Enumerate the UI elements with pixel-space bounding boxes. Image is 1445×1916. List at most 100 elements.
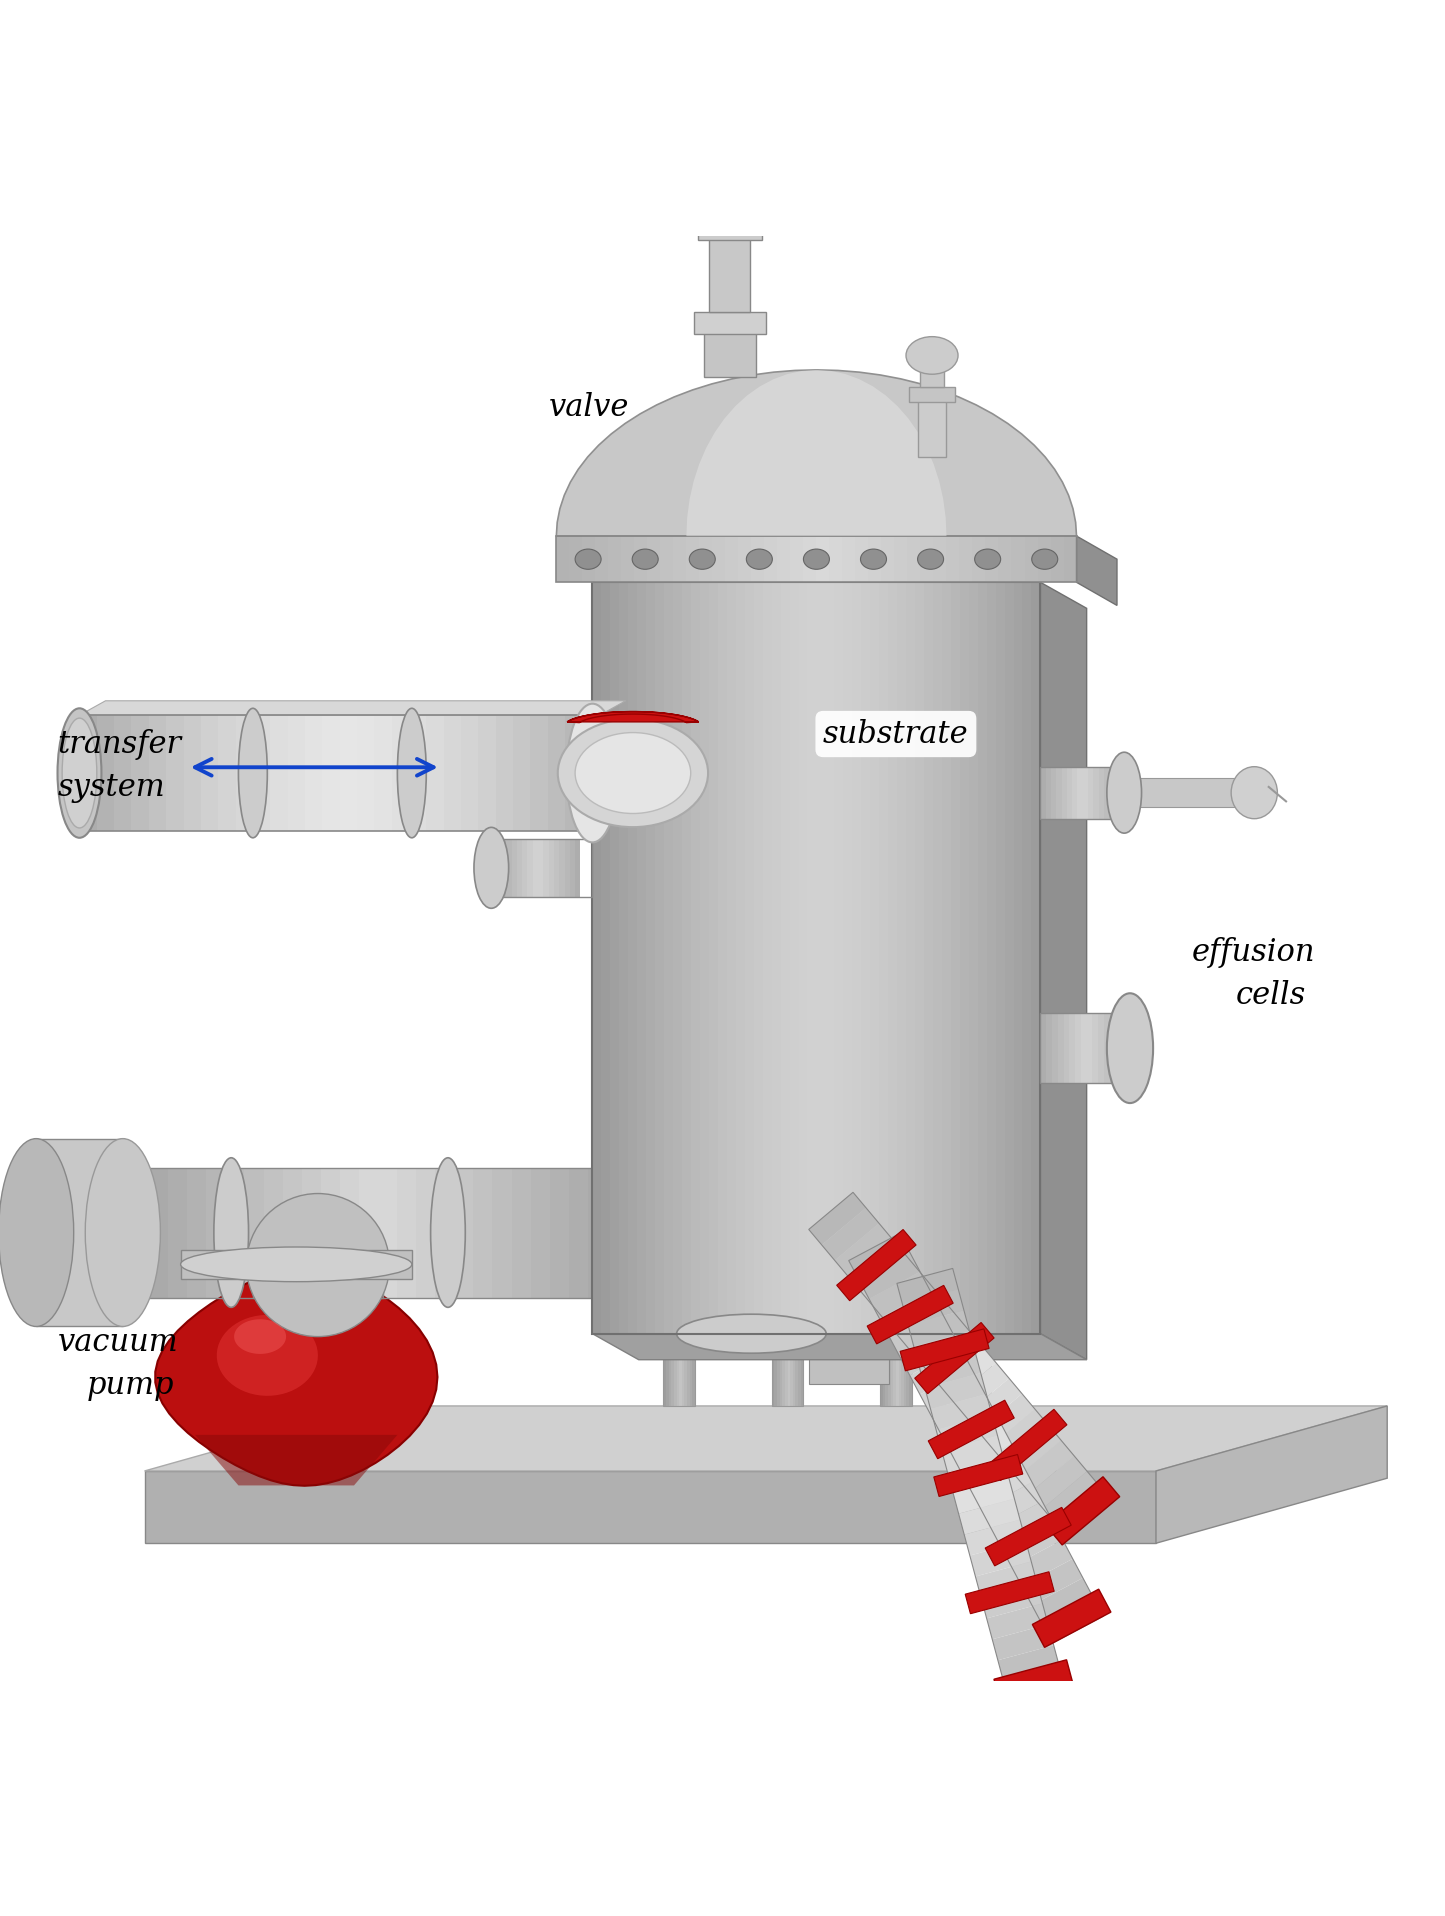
Bar: [376, 1249, 383, 1297]
Bar: [1104, 1014, 1110, 1083]
Polygon shape: [809, 1192, 866, 1245]
Bar: [340, 715, 357, 832]
Polygon shape: [724, 987, 777, 1000]
Bar: [149, 715, 166, 832]
Bar: [746, 1167, 751, 1334]
Bar: [686, 536, 699, 582]
Text: valve: valve: [549, 393, 630, 423]
Bar: [647, 536, 660, 582]
Bar: [790, 1167, 796, 1334]
Polygon shape: [970, 1540, 1032, 1577]
Bar: [709, 232, 750, 312]
Bar: [1114, 766, 1120, 818]
Bar: [660, 536, 673, 582]
Polygon shape: [961, 1445, 1022, 1491]
Bar: [582, 536, 595, 582]
Bar: [1092, 1014, 1098, 1083]
Polygon shape: [838, 1025, 890, 1038]
Text: system: system: [58, 772, 165, 803]
Polygon shape: [1040, 582, 1087, 1360]
Bar: [364, 1249, 370, 1297]
Bar: [920, 356, 944, 387]
Bar: [673, 536, 686, 582]
Polygon shape: [592, 1334, 1087, 1360]
Bar: [757, 1167, 764, 1334]
Bar: [905, 1334, 906, 1406]
Bar: [676, 1334, 679, 1406]
Bar: [646, 582, 655, 1334]
Bar: [705, 1167, 712, 1334]
Polygon shape: [144, 1471, 1156, 1542]
Polygon shape: [840, 1000, 886, 1014]
Bar: [530, 715, 548, 832]
Polygon shape: [915, 1322, 994, 1393]
Polygon shape: [1042, 1598, 1104, 1644]
Polygon shape: [851, 822, 857, 835]
Polygon shape: [832, 1115, 905, 1127]
Bar: [777, 1334, 780, 1406]
Polygon shape: [951, 1426, 1012, 1471]
Polygon shape: [841, 975, 881, 987]
Bar: [699, 582, 709, 1334]
Bar: [1046, 766, 1051, 818]
Bar: [825, 582, 834, 1334]
Polygon shape: [756, 809, 760, 822]
Polygon shape: [978, 1393, 1035, 1447]
Polygon shape: [887, 1286, 944, 1337]
Bar: [686, 1167, 816, 1334]
Bar: [553, 839, 559, 897]
Bar: [548, 715, 565, 832]
Ellipse shape: [0, 1138, 74, 1326]
Polygon shape: [682, 1228, 801, 1242]
Ellipse shape: [906, 337, 958, 374]
Polygon shape: [848, 860, 863, 874]
Bar: [801, 1334, 803, 1406]
Bar: [1058, 1014, 1064, 1083]
Polygon shape: [711, 1063, 785, 1077]
Bar: [236, 715, 253, 832]
Bar: [933, 536, 946, 582]
Polygon shape: [837, 1038, 892, 1050]
Bar: [981, 1334, 983, 1406]
Bar: [538, 839, 543, 897]
Bar: [114, 715, 131, 832]
Bar: [809, 1167, 816, 1334]
Polygon shape: [858, 1253, 920, 1299]
Bar: [610, 582, 620, 1334]
Bar: [565, 715, 582, 832]
Bar: [789, 582, 799, 1334]
Bar: [764, 536, 777, 582]
Bar: [663, 1334, 666, 1406]
Bar: [1098, 766, 1104, 818]
Polygon shape: [686, 370, 946, 536]
Bar: [909, 1334, 912, 1406]
Bar: [588, 1167, 607, 1297]
Polygon shape: [234, 1320, 286, 1355]
Bar: [340, 1167, 358, 1297]
Ellipse shape: [431, 1157, 465, 1307]
Polygon shape: [825, 1217, 920, 1228]
Bar: [915, 582, 923, 1334]
Bar: [1094, 766, 1098, 818]
Bar: [478, 715, 496, 832]
Polygon shape: [704, 1102, 789, 1115]
Bar: [754, 582, 763, 1334]
Bar: [780, 582, 789, 1334]
Polygon shape: [834, 1088, 900, 1102]
Bar: [201, 715, 218, 832]
Bar: [620, 582, 629, 1334]
Bar: [130, 1167, 149, 1297]
Bar: [736, 582, 744, 1334]
Bar: [1088, 766, 1094, 818]
Bar: [779, 1334, 782, 1406]
Bar: [996, 582, 1004, 1334]
Bar: [655, 582, 665, 1334]
Polygon shape: [824, 1242, 925, 1255]
Bar: [1087, 1014, 1092, 1083]
Polygon shape: [897, 1268, 958, 1305]
Bar: [225, 1167, 244, 1297]
Polygon shape: [900, 1330, 990, 1370]
Polygon shape: [1030, 1456, 1087, 1508]
Polygon shape: [991, 1410, 1048, 1462]
Bar: [435, 1167, 454, 1297]
